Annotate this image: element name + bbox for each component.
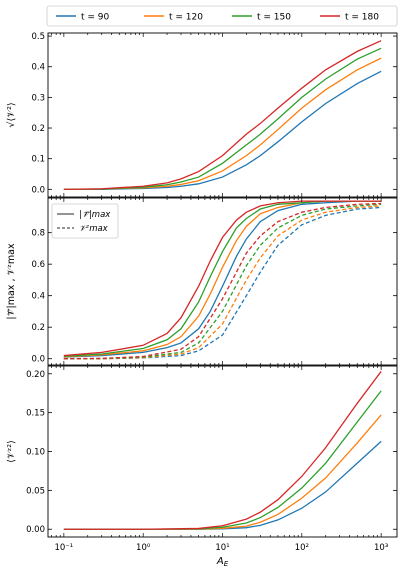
- top-legend-label-0: t = 90: [81, 13, 110, 23]
- top-legend: t = 90 t = 120 t = 150 t = 180: [46, 5, 398, 27]
- panel-1-ylabel: |𝒱⃗|max , 𝒱ᶻmax: [6, 243, 17, 320]
- panel-0-ytick-label-5: 0.5: [31, 32, 45, 42]
- panel-1-series-7-dashed: [63, 202, 382, 360]
- panel-2-ytick-label-3: 0.15: [26, 409, 45, 419]
- panel-0-series-1: [63, 57, 382, 190]
- xtick-label-2: 10¹: [215, 543, 229, 553]
- panel-0-series-2: [63, 47, 382, 190]
- panel-0-ytick-label-3: 0.3: [31, 93, 45, 103]
- panel-1: 0.0 0.2 0.4 0.6 0.8 |𝒱⃗|max , 𝒱ᶻmax |𝒱⃗|max 𝒱ᶻm…: [6, 197, 398, 366]
- panel-2-ylabel: ⟨𝒱ᶻ²⟩: [6, 440, 17, 463]
- panel-2-frame: [47, 365, 398, 538]
- panel-2-ytick-label-0: 0.00: [26, 525, 45, 535]
- top-legend-label-2: t = 150: [257, 13, 291, 23]
- panel-1-series-2: [63, 200, 382, 357]
- panel-0-series-0: [63, 70, 382, 190]
- panel-0-series-3: [63, 40, 382, 190]
- panel-1-ytick-label-4: 0.8: [31, 229, 45, 239]
- panel-2-series-1: [63, 414, 382, 530]
- panel-2-series-0: [63, 440, 382, 530]
- panel-legend-frame: [51, 203, 119, 239]
- panel-1-ytick-label-2: 0.4: [31, 292, 45, 302]
- xtick-label-3: 10²: [295, 543, 309, 553]
- panel-1-series-3: [63, 200, 382, 357]
- panel-0-ytick-label-4: 0.4: [31, 63, 45, 73]
- panel-1-ytick-label-3: 0.6: [31, 260, 45, 270]
- top-legend-frame: [46, 5, 398, 27]
- panel-0-ylabel: √⟨𝒱²⟩: [6, 102, 17, 127]
- panel-2: 0.00 0.05 0.10 0.15 0.20 ⟨𝒱ᶻ²⟩ 10⁻¹ 10⁰ 10¹ 10² 10…: [6, 365, 398, 568]
- panel-legend-label-1: 𝒱ᶻmax: [79, 224, 109, 234]
- panel-0-ytick-label-0: 0.0: [31, 185, 45, 195]
- panel-legend-label-0: |𝒱⃗|max: [79, 210, 111, 220]
- panel-1-series-0: [63, 200, 382, 358]
- panel-2-ytick-label-2: 0.10: [26, 448, 45, 458]
- panel-2-series-2: [63, 390, 382, 530]
- panel-0-ytick-label-1: 0.1: [31, 155, 45, 165]
- panel-1-ytick-label-1: 0.2: [31, 323, 45, 333]
- xtick-label-4: 10³: [374, 543, 388, 553]
- x-axis-label: AE: [216, 556, 229, 568]
- panel-2-ytick-label-4: 0.20: [26, 370, 45, 380]
- panel-1-ytick-label-0: 0.0: [31, 355, 45, 365]
- panel-0-frame: [47, 32, 398, 198]
- panel-0: 0.0 0.1 0.2 0.3 0.4 0.5 √⟨𝒱²⟩: [6, 32, 398, 198]
- panel-2-ytick-label-1: 0.05: [26, 486, 45, 496]
- panel-0-ytick-label-2: 0.2: [31, 124, 45, 134]
- xtick-label-0: 10⁻¹: [55, 543, 74, 553]
- xtick-label-1: 10⁰: [136, 543, 151, 553]
- top-legend-label-1: t = 120: [169, 13, 203, 23]
- panel-2-series-3: [63, 371, 382, 530]
- top-legend-label-3: t = 180: [345, 13, 379, 23]
